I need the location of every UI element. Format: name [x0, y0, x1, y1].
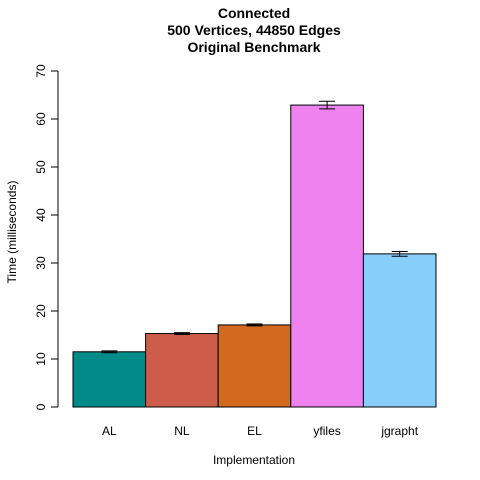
x-tick-label: yfiles — [313, 424, 340, 438]
y-axis: 0 10 20 30 40 50 60 70 — [34, 64, 58, 410]
chart-title: Connected 500 Vertices, 44850 Edges Orig… — [167, 5, 341, 55]
bar-nl — [146, 334, 219, 407]
y-tick-label: 60 — [34, 112, 48, 126]
bar-al — [73, 352, 146, 407]
x-tick-label: AL — [102, 424, 117, 438]
chart-title-line-3: Original Benchmark — [187, 39, 320, 55]
x-tick-label: NL — [174, 424, 190, 438]
bar-yfiles — [291, 105, 364, 407]
y-tick-label: 30 — [34, 256, 48, 270]
bar-el — [218, 325, 291, 407]
x-tick-label: EL — [247, 424, 262, 438]
chart-title-line-1: Connected — [218, 5, 290, 21]
y-tick-label: 40 — [34, 208, 48, 222]
y-tick-label: 20 — [34, 304, 48, 318]
bar-jgrapht — [363, 254, 436, 407]
x-tick-label: jgrapht — [380, 424, 418, 438]
x-axis: AL NL EL yfiles jgrapht — [102, 424, 419, 438]
y-tick-label: 70 — [34, 64, 48, 78]
y-tick-label: 0 — [34, 403, 48, 410]
bars — [73, 101, 436, 407]
y-axis-label: Time (milliseconds) — [5, 181, 19, 284]
y-tick-label: 50 — [34, 160, 48, 174]
chart-title-line-2: 500 Vertices, 44850 Edges — [167, 22, 341, 38]
x-axis-label: Implementation — [213, 453, 295, 467]
y-tick-label: 10 — [34, 352, 48, 366]
